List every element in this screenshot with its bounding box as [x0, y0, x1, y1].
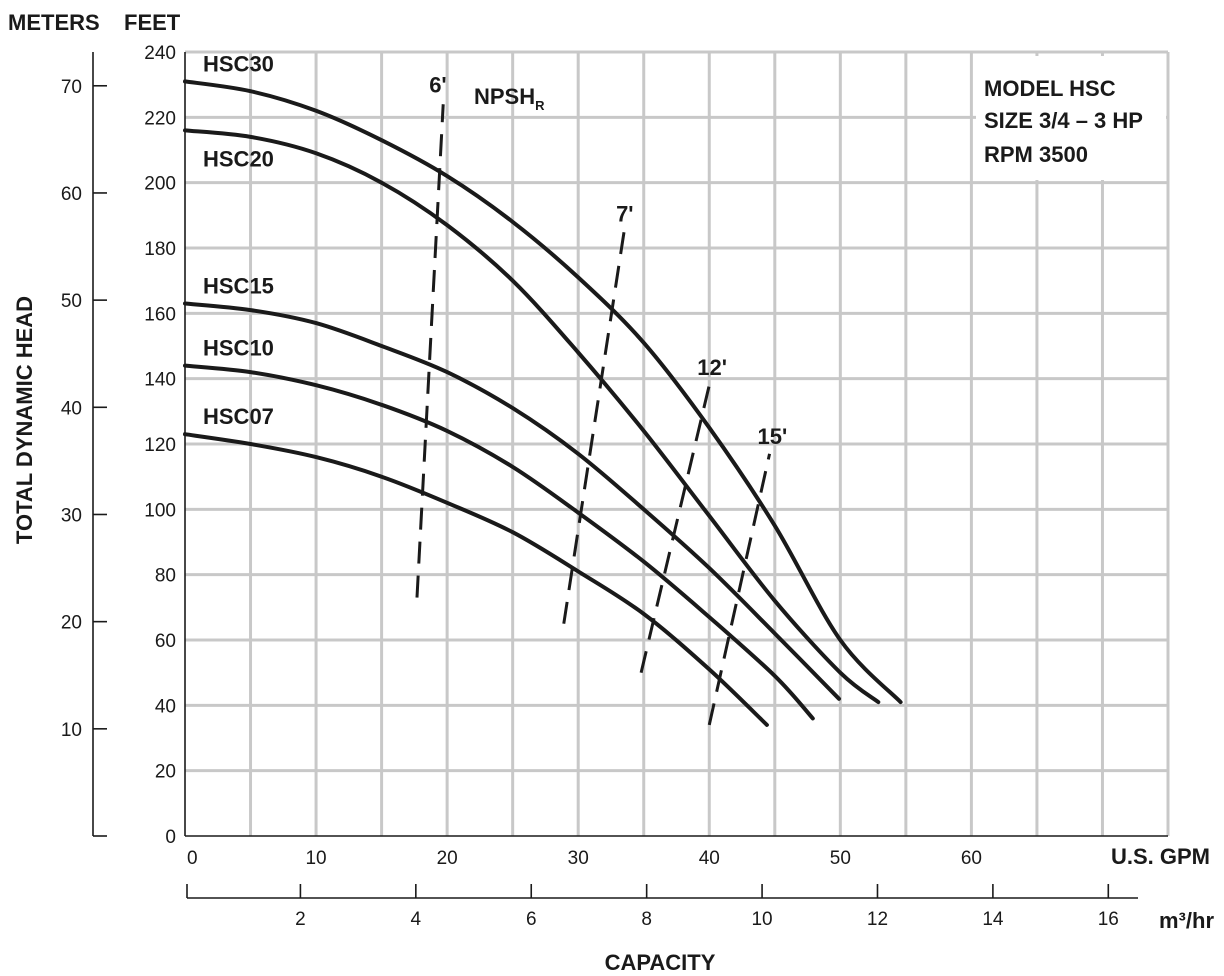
- curve-label-hsc30: HSC30: [203, 51, 274, 76]
- y-feet-tick-label: 140: [144, 370, 176, 391]
- x-gpm-tick-label: 30: [568, 848, 589, 869]
- y-feet-tick-label: 0: [165, 827, 176, 848]
- x-m3hr-unit: m³/hr: [1159, 908, 1214, 933]
- y-feet-tick-label: 40: [155, 696, 176, 717]
- x-m3hr-tick-label: 16: [1098, 909, 1119, 930]
- y-feet-tick-label: 80: [155, 566, 176, 587]
- curve-hsc10: [183, 363, 815, 721]
- info-model: MODEL HSC: [984, 76, 1116, 101]
- y-feet-tick-label: 20: [155, 762, 176, 783]
- x-m3hr-tick-label: 10: [751, 909, 772, 930]
- y-feet-tick-label: 120: [144, 435, 176, 456]
- x-m3hr-tick-label: 6: [526, 909, 537, 930]
- curve-label-hsc15: HSC15: [203, 274, 274, 299]
- y-feet-tick-label: 240: [144, 43, 176, 64]
- x-gpm-tick-label: 40: [699, 848, 720, 869]
- y-feet-tick-label: 180: [144, 239, 176, 260]
- x-gpm-tick-label: 0: [187, 848, 198, 869]
- info-box: [976, 56, 1166, 180]
- npsh-line: [639, 384, 711, 674]
- curve-label-hsc10: HSC10: [203, 336, 274, 361]
- curve-hsc30: [183, 79, 903, 705]
- x-m3hr-tick-label: 12: [867, 909, 888, 930]
- x-gpm-unit: U.S. GPM: [1111, 844, 1210, 869]
- y-meters-tick-label: 70: [61, 77, 82, 98]
- x-gpm-tick-label: 20: [437, 848, 458, 869]
- curve-label-hsc07: HSC07: [203, 404, 274, 429]
- y-axis-title: TOTAL DYNAMIC HEAD: [12, 296, 37, 544]
- npsh-line-label: 15': [758, 424, 788, 449]
- pump-curves: [183, 79, 903, 727]
- npsh-line-label: 6': [429, 72, 446, 97]
- axes: [92, 52, 1168, 899]
- y-feet-tick-label: 200: [144, 174, 176, 195]
- npsh-line: [415, 104, 445, 598]
- info-size: SIZE 3/4 – 3 HP: [984, 108, 1143, 133]
- x-m3hr-tick-label: 2: [295, 909, 306, 930]
- npsh-line-label: 7': [616, 202, 633, 227]
- y-feet-tick-label: 160: [144, 304, 176, 325]
- y-meters-tick-label: 30: [61, 505, 82, 526]
- x-axis-title: CAPACITY: [605, 950, 716, 975]
- y-meters-unit: METERS: [8, 10, 100, 35]
- y-feet-unit: FEET: [124, 10, 181, 35]
- x-gpm-tick-label: 10: [305, 848, 326, 869]
- y-meters-tick-label: 20: [61, 613, 82, 634]
- npsh-lines: [415, 104, 772, 726]
- y-meters-tick-label: 50: [61, 291, 82, 312]
- curve-hsc15: [183, 301, 841, 701]
- x-gpm-tick-label: 50: [830, 848, 851, 869]
- y-meters-tick-label: 60: [61, 184, 82, 205]
- curve-hsc20: [183, 128, 881, 705]
- npsh-line-label: 12': [697, 355, 727, 380]
- npsh-label: NPSHR: [474, 84, 545, 113]
- y-feet-tick-label: 100: [144, 500, 176, 521]
- labels: 0204060801001201401601802002202401020304…: [61, 43, 1119, 930]
- y-meters-tick-label: 10: [61, 720, 82, 741]
- info-rpm: RPM 3500: [984, 142, 1088, 167]
- x-gpm-tick-label: 60: [961, 848, 982, 869]
- x-m3hr-tick-label: 4: [411, 909, 422, 930]
- curve-hsc07: [183, 432, 769, 727]
- y-feet-tick-label: 60: [155, 631, 176, 652]
- x-m3hr-tick-label: 14: [982, 909, 1004, 930]
- curve-label-hsc20: HSC20: [203, 146, 274, 171]
- y-feet-tick-label: 220: [144, 108, 176, 129]
- npsh-line: [707, 453, 772, 726]
- x-m3hr-tick-label: 8: [641, 909, 652, 930]
- y-meters-tick-label: 40: [61, 398, 82, 419]
